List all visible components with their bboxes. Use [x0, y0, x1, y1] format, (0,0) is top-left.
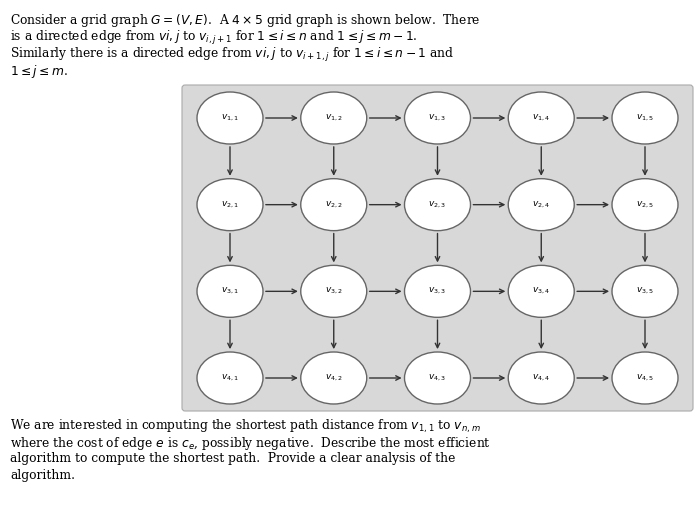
FancyArrowPatch shape [370, 116, 400, 120]
FancyArrowPatch shape [539, 147, 543, 174]
Text: $v_{3,2}$: $v_{3,2}$ [325, 286, 343, 297]
Text: where the cost of edge $e$ is $c_e$, possibly negative.  Describe the most effic: where the cost of edge $e$ is $c_e$, pos… [10, 435, 491, 452]
Text: is a directed edge from $vi, j$ to $v_{i,j+1}$ for $1 \leq i \leq n$ and $1 \leq: is a directed edge from $vi, j$ to $v_{i… [10, 29, 418, 47]
Ellipse shape [612, 265, 678, 318]
Text: $v_{1,1}$: $v_{1,1}$ [221, 113, 239, 123]
Ellipse shape [197, 92, 263, 144]
Ellipse shape [197, 265, 263, 318]
Text: $v_{4,3}$: $v_{4,3}$ [428, 373, 447, 383]
FancyArrowPatch shape [332, 147, 336, 174]
Ellipse shape [197, 352, 263, 404]
Text: $v_{4,4}$: $v_{4,4}$ [532, 373, 550, 383]
Text: $v_{1,3}$: $v_{1,3}$ [428, 113, 447, 123]
FancyArrowPatch shape [643, 147, 648, 174]
FancyArrowPatch shape [643, 320, 648, 347]
Text: $v_{2,1}$: $v_{2,1}$ [221, 200, 239, 210]
Text: $v_{3,3}$: $v_{3,3}$ [428, 286, 447, 297]
FancyArrowPatch shape [266, 289, 296, 293]
Ellipse shape [508, 352, 574, 404]
FancyArrowPatch shape [266, 116, 296, 120]
FancyArrowPatch shape [643, 234, 648, 261]
Ellipse shape [301, 179, 367, 231]
Text: $v_{1,5}$: $v_{1,5}$ [636, 113, 654, 123]
Ellipse shape [405, 352, 470, 404]
Text: algorithm.: algorithm. [10, 469, 75, 482]
Text: $v_{3,5}$: $v_{3,5}$ [636, 286, 654, 297]
Text: Similarly there is a directed edge from $vi, j$ to $v_{i+1,j}$ for $1 \leq i \le: Similarly there is a directed edge from … [10, 46, 454, 64]
Ellipse shape [612, 92, 678, 144]
FancyArrowPatch shape [473, 289, 504, 293]
Ellipse shape [301, 265, 367, 318]
FancyArrowPatch shape [577, 116, 608, 120]
FancyArrowPatch shape [577, 202, 608, 207]
Ellipse shape [508, 92, 574, 144]
Ellipse shape [197, 179, 263, 231]
Ellipse shape [508, 179, 574, 231]
Text: We are interested in computing the shortest path distance from $v_{1,1}$ to $v_{: We are interested in computing the short… [10, 418, 481, 435]
FancyArrowPatch shape [332, 320, 336, 347]
FancyArrowPatch shape [228, 320, 232, 347]
FancyArrowPatch shape [473, 376, 504, 380]
Ellipse shape [612, 352, 678, 404]
FancyArrowPatch shape [539, 234, 543, 261]
Ellipse shape [508, 265, 574, 318]
Ellipse shape [612, 179, 678, 231]
FancyArrowPatch shape [539, 320, 543, 347]
Text: $v_{3,1}$: $v_{3,1}$ [221, 286, 239, 297]
FancyArrowPatch shape [266, 376, 296, 380]
Text: Consider a grid graph $G = (V, E)$.  A $4 \times 5$ grid graph is shown below.  : Consider a grid graph $G = (V, E)$. A $4… [10, 12, 480, 29]
Text: $v_{3,4}$: $v_{3,4}$ [532, 286, 550, 297]
FancyArrowPatch shape [435, 147, 440, 174]
Text: $v_{4,5}$: $v_{4,5}$ [636, 373, 654, 383]
FancyArrowPatch shape [577, 376, 608, 380]
FancyArrowPatch shape [370, 376, 400, 380]
Ellipse shape [405, 92, 470, 144]
Ellipse shape [301, 92, 367, 144]
Text: $v_{2,5}$: $v_{2,5}$ [636, 200, 654, 210]
Text: $v_{2,4}$: $v_{2,4}$ [532, 200, 550, 210]
Text: $v_{1,2}$: $v_{1,2}$ [325, 113, 343, 123]
FancyArrowPatch shape [435, 234, 440, 261]
FancyArrowPatch shape [228, 147, 232, 174]
FancyArrowPatch shape [332, 234, 336, 261]
FancyArrowPatch shape [435, 320, 440, 347]
Ellipse shape [301, 352, 367, 404]
FancyArrowPatch shape [370, 289, 400, 293]
FancyArrowPatch shape [228, 234, 232, 261]
FancyArrowPatch shape [473, 202, 504, 207]
FancyBboxPatch shape [182, 85, 693, 411]
Ellipse shape [405, 265, 470, 318]
FancyArrowPatch shape [370, 202, 400, 207]
Text: algorithm to compute the shortest path.  Provide a clear analysis of the: algorithm to compute the shortest path. … [10, 452, 456, 465]
Text: $v_{4,1}$: $v_{4,1}$ [221, 373, 239, 383]
FancyArrowPatch shape [577, 289, 608, 293]
Text: $v_{4,2}$: $v_{4,2}$ [325, 373, 343, 383]
Ellipse shape [405, 179, 470, 231]
Text: $1 \leq j \leq m$.: $1 \leq j \leq m$. [10, 63, 68, 80]
FancyArrowPatch shape [473, 116, 504, 120]
Text: $v_{2,2}$: $v_{2,2}$ [325, 200, 343, 210]
Text: $v_{2,3}$: $v_{2,3}$ [428, 200, 447, 210]
FancyArrowPatch shape [266, 202, 296, 207]
Text: $v_{1,4}$: $v_{1,4}$ [532, 113, 550, 123]
